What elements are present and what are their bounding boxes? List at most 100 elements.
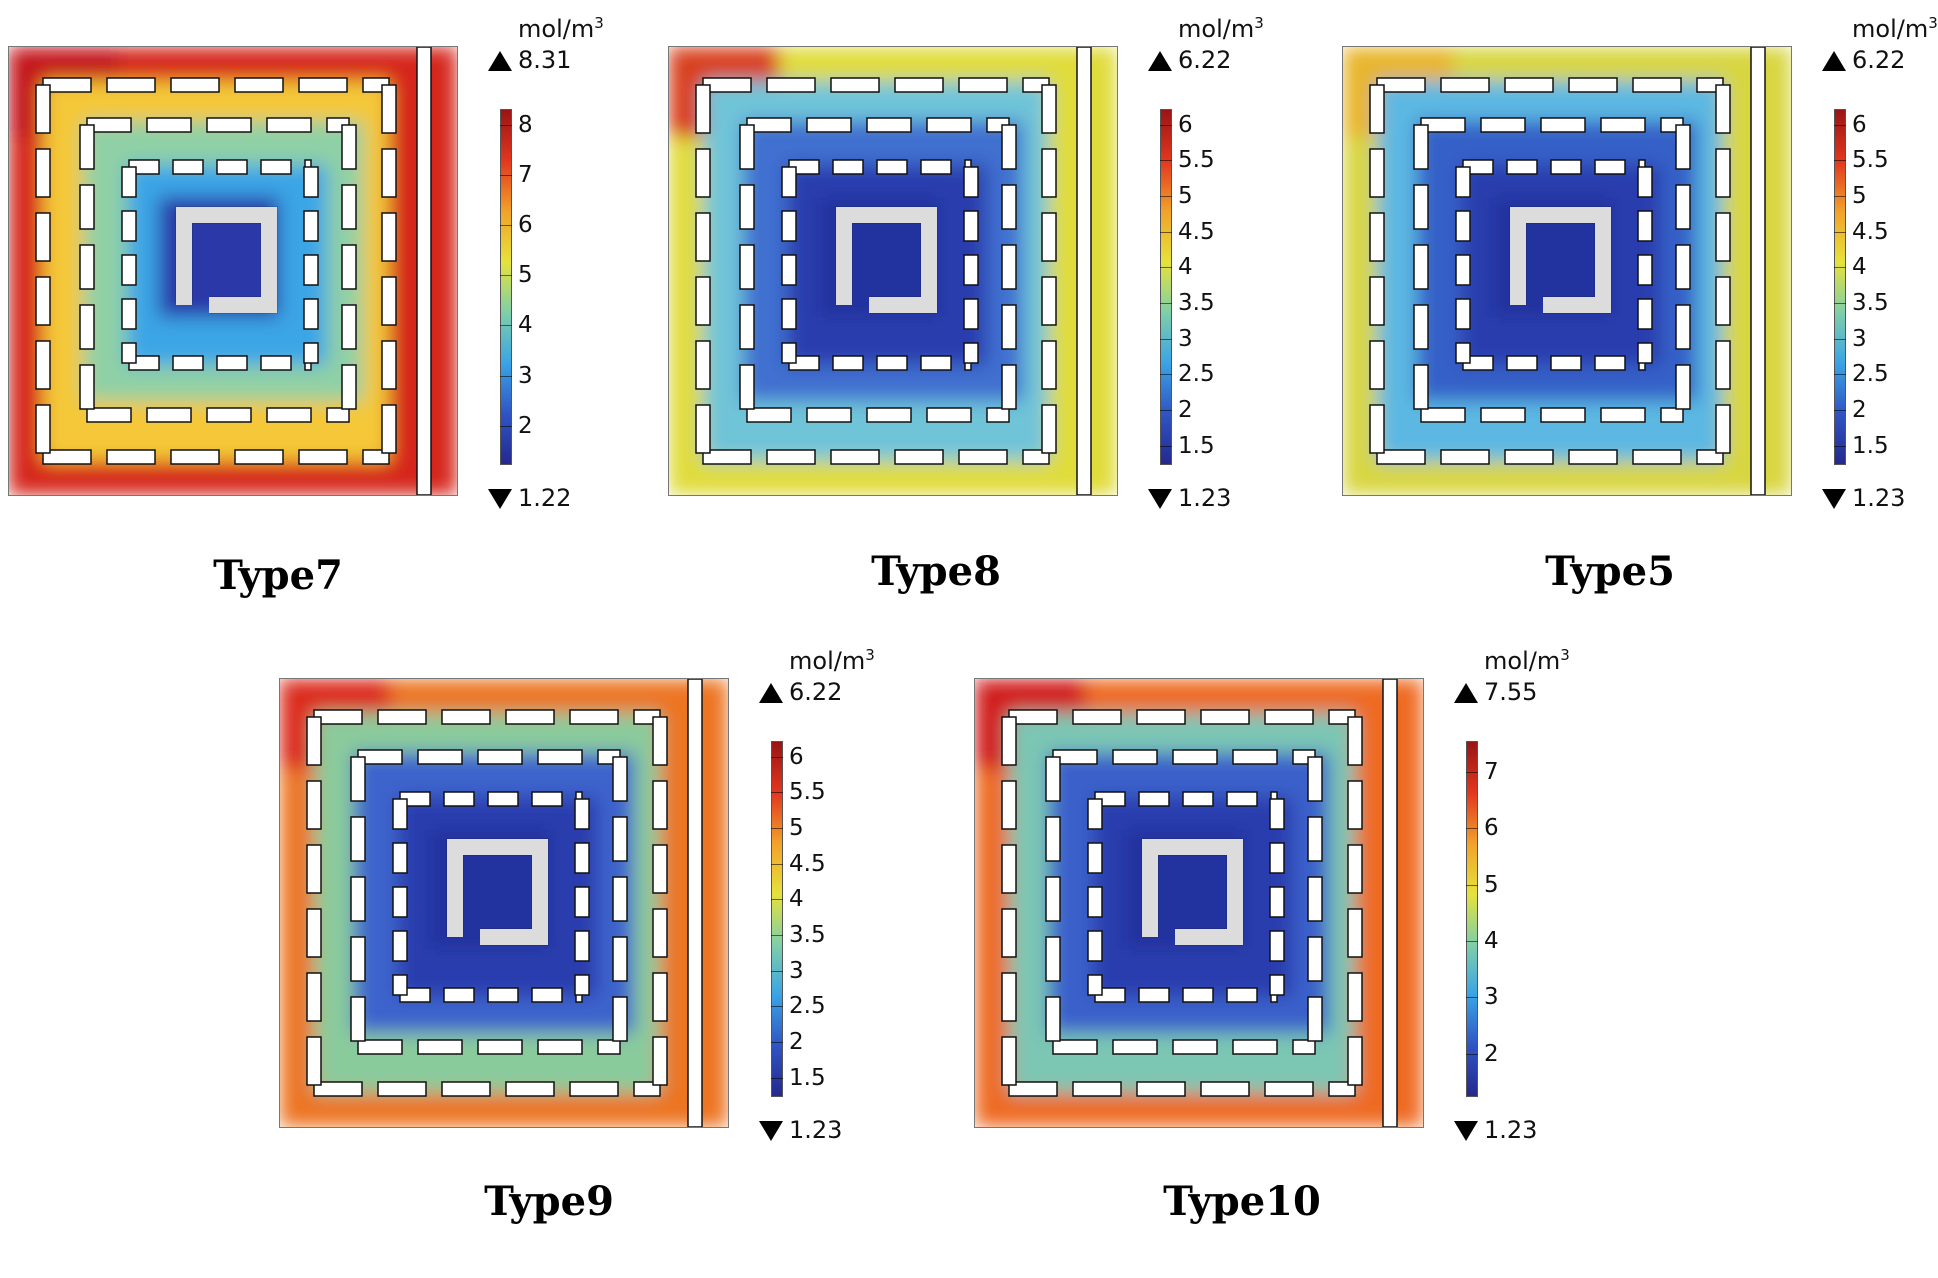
color-bar-tick bbox=[771, 1042, 783, 1044]
spiral-channel-wall bbox=[1455, 159, 1653, 371]
color-legend: mol/m3 6.22 1.23 1.5 2 2.5 3 3.5 4 4.5 5 5.5 6 bbox=[1822, 14, 1938, 566]
color-bar bbox=[1466, 741, 1478, 1097]
color-bar-tick-label: 3.5 bbox=[789, 922, 826, 949]
color-bar bbox=[500, 109, 512, 465]
color-bar-tick-label: 2.5 bbox=[1852, 361, 1889, 388]
panel-type10: mol/m3 7.55 1.23 2 3 4 5 6 7 Type10 bbox=[974, 646, 1874, 1278]
color-bar-tick-label: 4.5 bbox=[1178, 218, 1215, 245]
color-bar-tick-label: 2 bbox=[518, 412, 533, 439]
spiral-channel-wall bbox=[392, 791, 590, 1003]
color-bar-tick bbox=[771, 935, 783, 937]
color-bar-tick-label: 4 bbox=[1852, 254, 1867, 281]
color-bar-tick bbox=[1160, 267, 1172, 269]
color-bar-tick bbox=[1160, 410, 1172, 412]
color-bar-tick-label: 2 bbox=[1484, 1040, 1499, 1067]
color-bar-tick bbox=[500, 174, 512, 176]
color-bar-tick-label: 1.5 bbox=[1852, 432, 1889, 459]
max-value: 7.55 bbox=[1454, 678, 1537, 706]
color-bar-tick bbox=[771, 792, 783, 794]
color-bar-tick-label: 6 bbox=[789, 743, 804, 770]
spiral-channel-wall bbox=[350, 749, 628, 1055]
color-bar-tick bbox=[500, 375, 512, 377]
color-bar-tick bbox=[1834, 410, 1846, 412]
color-legend: mol/m3 7.55 1.23 2 3 4 5 6 7 bbox=[1454, 646, 1594, 1198]
color-bar-tick-label: 2 bbox=[789, 1029, 804, 1056]
color-bar-tick-label: 3 bbox=[789, 957, 804, 984]
color-bar-tick-label: 5 bbox=[1484, 871, 1499, 898]
color-bar-tick-label: 8 bbox=[518, 111, 533, 138]
color-bar-tick-label: 1.5 bbox=[789, 1064, 826, 1091]
min-value: 1.23 bbox=[1822, 484, 1905, 512]
color-bar-tick bbox=[1466, 884, 1478, 886]
color-bar-tick-label: 1.5 bbox=[1178, 432, 1215, 459]
spiral-core bbox=[176, 207, 277, 313]
color-bar-tick bbox=[1466, 771, 1478, 773]
panel-caption: Type10 bbox=[1163, 1178, 1321, 1225]
panel-type8: mol/m3 6.22 1.23 1.5 2 2.5 3 3.5 4 4.5 5 5.5 6 Ty… bbox=[668, 14, 1568, 646]
outlet-channel bbox=[1382, 679, 1398, 1127]
color-bar-tick bbox=[1834, 338, 1846, 340]
color-bar-tick bbox=[1160, 303, 1172, 305]
spiral-core bbox=[836, 207, 937, 313]
color-bar-tick bbox=[1834, 231, 1846, 233]
spiral-core bbox=[447, 839, 548, 945]
color-bar-tick bbox=[1160, 338, 1172, 340]
color-bar-tick-label: 3.5 bbox=[1178, 290, 1215, 317]
color-bar-tick bbox=[1160, 196, 1172, 198]
color-bar-tick bbox=[771, 1077, 783, 1079]
color-bar-tick-label: 5 bbox=[518, 262, 533, 289]
color-bar-tick bbox=[771, 863, 783, 865]
color-bar-tick-label: 3 bbox=[1178, 325, 1193, 352]
panel-caption: Type8 bbox=[871, 548, 1001, 595]
spiral-channel-wall bbox=[1001, 709, 1363, 1097]
color-bar-tick bbox=[771, 1006, 783, 1008]
color-bar-tick bbox=[500, 224, 512, 226]
outlet-channel bbox=[416, 47, 432, 495]
color-bar-tick bbox=[771, 970, 783, 972]
concentration-plot bbox=[8, 46, 458, 496]
color-bar-tick bbox=[1160, 124, 1172, 126]
unit-label: mol/m3 bbox=[1178, 14, 1264, 43]
color-bar-tick bbox=[1466, 997, 1478, 999]
unit-label: mol/m3 bbox=[1484, 646, 1570, 675]
color-bar-tick-label: 2.5 bbox=[789, 993, 826, 1020]
color-bar-tick bbox=[1160, 445, 1172, 447]
max-value: 6.22 bbox=[1148, 46, 1231, 74]
color-bar-tick-label: 4.5 bbox=[1852, 218, 1889, 245]
color-bar-tick-label: 5.5 bbox=[789, 779, 826, 806]
color-bar bbox=[1834, 109, 1846, 465]
max-value: 6.22 bbox=[759, 678, 842, 706]
panel-caption: Type9 bbox=[484, 1178, 614, 1225]
outlet-channel bbox=[1076, 47, 1092, 495]
outlet-channel bbox=[1750, 47, 1766, 495]
color-bar-tick-label: 2.5 bbox=[1178, 361, 1215, 388]
spiral-channel-wall bbox=[79, 117, 357, 423]
spiral-channel-wall bbox=[695, 77, 1057, 465]
spiral-core bbox=[1510, 207, 1611, 313]
color-bar-tick-label: 6 bbox=[1484, 815, 1499, 842]
color-bar-tick bbox=[1834, 374, 1846, 376]
color-bar-tick-label: 5.5 bbox=[1852, 147, 1889, 174]
color-bar-tick-label: 4 bbox=[789, 886, 804, 913]
color-bar-tick bbox=[1834, 124, 1846, 126]
spiral-channel-wall bbox=[306, 709, 668, 1097]
spiral-core bbox=[1142, 839, 1243, 945]
panel-caption: Type5 bbox=[1545, 548, 1675, 595]
color-bar-tick bbox=[1160, 160, 1172, 162]
color-bar-tick bbox=[500, 325, 512, 327]
color-bar bbox=[1160, 109, 1172, 465]
spiral-channel-wall bbox=[1413, 117, 1691, 423]
spiral-channel-wall bbox=[739, 117, 1017, 423]
max-arrow-icon bbox=[1454, 683, 1478, 703]
max-arrow-icon bbox=[1148, 51, 1172, 71]
panel-type9: mol/m3 6.22 1.23 1.5 2 2.5 3 3.5 4 4.5 5 5.5 6 Ty… bbox=[279, 646, 1179, 1278]
color-bar-tick-label: 6 bbox=[518, 211, 533, 238]
color-bar-tick bbox=[1834, 445, 1846, 447]
color-bar-tick bbox=[771, 756, 783, 758]
panel-caption: Type7 bbox=[213, 552, 343, 599]
color-bar-tick-label: 6 bbox=[1852, 111, 1867, 138]
max-arrow-icon bbox=[759, 683, 783, 703]
min-arrow-icon bbox=[1822, 489, 1846, 509]
min-value: 1.22 bbox=[488, 484, 571, 512]
color-bar-tick-label: 5 bbox=[789, 815, 804, 842]
